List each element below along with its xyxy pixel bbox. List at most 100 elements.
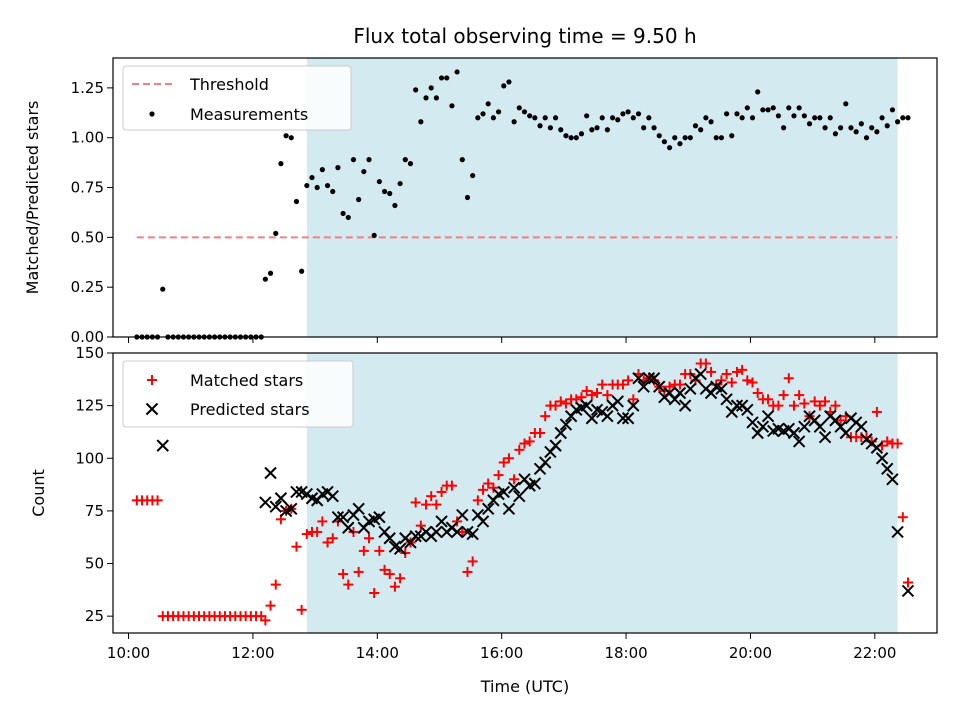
- y-tick-label: 50: [85, 555, 104, 573]
- matched-stars-point: [882, 436, 893, 447]
- measurement-point: [278, 161, 284, 167]
- matched-stars-point: [592, 388, 603, 398]
- measurement-point: [729, 133, 735, 139]
- count-legend-box: [122, 360, 354, 428]
- matched-stars-point: [389, 581, 400, 592]
- ratio-legend: Threshold Measurements: [122, 65, 352, 131]
- measurement-point: [444, 75, 450, 81]
- measurement-point: [293, 198, 300, 205]
- matched-stars-point: [452, 516, 463, 527]
- predicted-stars-point: [642, 372, 656, 385]
- measurement-point: [656, 133, 662, 139]
- matched-stars-point: [358, 545, 369, 556]
- measurement-point: [340, 210, 346, 217]
- predicted-stars-point: [528, 477, 542, 490]
- x-tick-label: 18:00: [604, 644, 647, 662]
- measurement-point: [267, 270, 274, 276]
- y-tick-label: 1.25: [71, 79, 104, 97]
- measurement-point: [506, 79, 512, 85]
- legend-matched-label: Matched stars: [190, 371, 303, 390]
- measurement-point: [304, 182, 310, 189]
- measurement-point: [905, 115, 911, 121]
- matched-stars-point: [327, 533, 338, 544]
- predicted-stars-point: [352, 502, 365, 515]
- predicted-stars-point: [585, 412, 599, 425]
- matched-stars-point: [374, 545, 385, 556]
- measurement-point: [381, 188, 388, 195]
- predicted-stars-point: [611, 395, 624, 408]
- measurement-point: [589, 127, 595, 133]
- legend-threshold-label: Threshold: [189, 75, 269, 94]
- matched-stars-point: [902, 577, 913, 588]
- measurement-point: [480, 111, 486, 117]
- measurement-point: [262, 276, 268, 282]
- predicted-stars-point: [580, 399, 593, 412]
- predicted-stars-point: [891, 525, 904, 539]
- measurement-point: [454, 69, 460, 75]
- y-tick-label: 125: [75, 397, 104, 415]
- predicted-stars-point: [393, 542, 407, 555]
- predicted-stars-point: [264, 466, 277, 480]
- matched-stars-point: [446, 480, 457, 491]
- measurement-point: [558, 127, 564, 133]
- predicted-stars-point: [554, 426, 567, 440]
- measurement-point: [309, 174, 315, 181]
- predicted-stars-point: [653, 380, 666, 393]
- matched-stars-point: [467, 556, 478, 567]
- matched-stars-point: [312, 526, 323, 537]
- measurement-point: [501, 83, 507, 89]
- measurement-point: [371, 232, 377, 238]
- measurement-point: [573, 135, 579, 141]
- predicted-stars-point: [756, 420, 770, 433]
- chart-title: Flux total observing time = 9.50 h: [353, 24, 696, 48]
- measurement-point: [594, 125, 600, 131]
- count-y-ticks: 25 50 75 100 125 150: [75, 344, 113, 625]
- matched-stars-point: [628, 394, 639, 405]
- measurement-point: [770, 105, 776, 111]
- measurement-point: [682, 135, 688, 141]
- predicted-stars-point: [720, 393, 733, 406]
- predicted-stars-point: [502, 502, 516, 515]
- measurement-point: [547, 125, 553, 131]
- measurement-point: [578, 131, 585, 137]
- count-panel-frame: [112, 352, 938, 634]
- measurement-point: [615, 117, 621, 123]
- measurement-point: [552, 115, 559, 121]
- observing-window-span: [306, 58, 898, 337]
- measurement-point: [625, 109, 631, 115]
- measurement-point: [402, 157, 408, 163]
- matched-stars-point: [550, 400, 561, 411]
- predicted-stars-point: [813, 420, 827, 433]
- matched-stars-point: [581, 385, 592, 396]
- matched-stars-point: [488, 482, 499, 493]
- predicted-stars-point: [901, 584, 915, 598]
- predicted-stars-point: [456, 508, 469, 522]
- matched-stars-point: [737, 364, 748, 375]
- count-x-ticks: 10:00 12:00 14:00 16:00 18:00 20:00 22:00: [107, 633, 896, 662]
- measurement-point: [630, 115, 636, 121]
- measurement-point: [319, 167, 325, 173]
- matched-stars-point: [343, 579, 354, 590]
- measurement-point: [356, 196, 362, 203]
- matched-stars-point: [431, 499, 442, 510]
- measurement-point: [537, 123, 543, 129]
- predicted-stars-point: [409, 529, 422, 543]
- legend-predicted-swatch: [145, 402, 159, 416]
- predicted-stars-point: [875, 452, 889, 465]
- legend-predicted-marker: [145, 402, 159, 416]
- measurement-point: [708, 119, 714, 125]
- measurement-point: [755, 89, 761, 95]
- count-panel: 25 50 75 100 125 150 10:00 12:00 14:00 16:00 18:0…: [29, 344, 938, 696]
- matched-stars-point: [379, 564, 390, 575]
- measurement-point: [687, 135, 693, 141]
- count-points: [131, 358, 915, 626]
- measurement-point: [817, 115, 823, 121]
- measurement-point: [288, 135, 294, 141]
- measurement-point: [418, 119, 424, 125]
- measurement-point: [718, 135, 725, 141]
- measurement-point: [858, 121, 864, 127]
- matched-stars-point: [799, 398, 810, 409]
- matched-stars-point: [700, 358, 711, 369]
- predicted-stars-point: [269, 500, 282, 513]
